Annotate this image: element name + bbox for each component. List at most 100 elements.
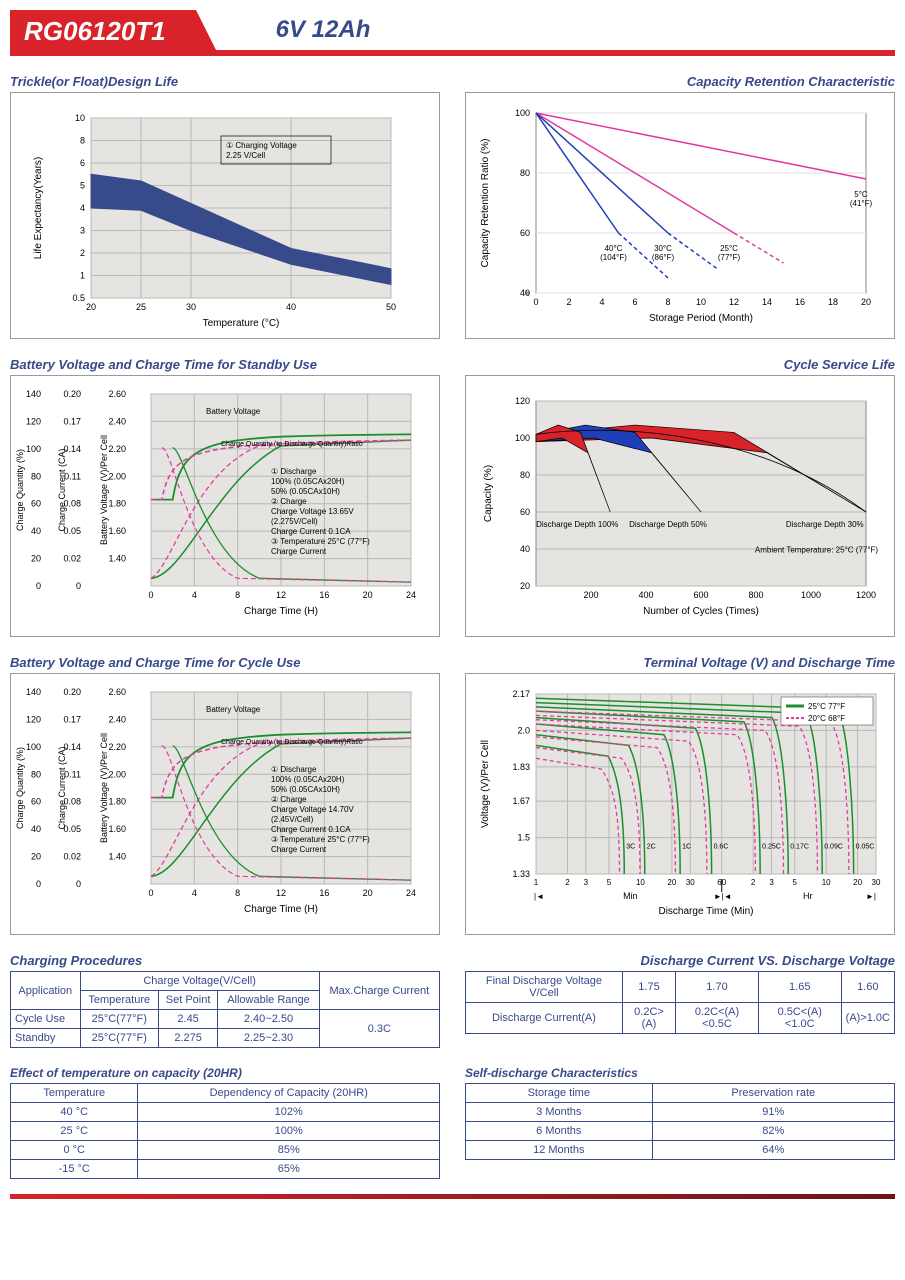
svg-text:Charge Current: Charge Current	[271, 845, 327, 854]
svg-text:② Charge: ② Charge	[271, 497, 307, 506]
chart2-title: Capacity Retention Characteristic	[687, 74, 895, 89]
svg-text:24: 24	[406, 888, 416, 898]
svg-text:3: 3	[584, 878, 589, 887]
svg-text:10: 10	[75, 113, 85, 123]
svg-text:100: 100	[26, 742, 41, 752]
svg-text:0.17: 0.17	[63, 416, 81, 426]
model-number: RG06120T1	[10, 10, 196, 50]
chart3-box: 0481216202402040608010012014000.020.050.…	[10, 375, 440, 637]
svg-text:30: 30	[686, 878, 695, 887]
svg-text:120: 120	[26, 714, 41, 724]
svg-text:2.20: 2.20	[108, 444, 126, 454]
svg-text:(2.45V/Cell): (2.45V/Cell)	[271, 815, 314, 824]
svg-text:2.17: 2.17	[512, 689, 530, 699]
svg-text:0.6C: 0.6C	[714, 843, 729, 850]
svg-text:Charge Current (CA): Charge Current (CA)	[57, 746, 67, 829]
svg-text:0: 0	[76, 581, 81, 591]
svg-text:0.17C: 0.17C	[790, 843, 809, 850]
svg-text:Battery Voltage (V)/Per Cell: Battery Voltage (V)/Per Cell	[99, 733, 109, 843]
svg-text:≈: ≈	[525, 288, 530, 298]
svg-text:Charge Time (H): Charge Time (H)	[244, 606, 318, 617]
svg-text:25°C 77°F: 25°C 77°F	[808, 702, 845, 711]
svg-text:4: 4	[80, 203, 85, 213]
svg-text:0.25C: 0.25C	[762, 843, 781, 850]
chart4-box: 2040608010012020040060080010001200Discha…	[465, 375, 895, 637]
svg-text:50% (0.05CAx10H): 50% (0.05CAx10H)	[271, 785, 340, 794]
svg-text:2.00: 2.00	[108, 471, 126, 481]
svg-text:0: 0	[148, 888, 153, 898]
model-subtitle: 6V 12Ah	[276, 16, 371, 50]
svg-text:Charge Time (H): Charge Time (H)	[244, 904, 318, 915]
svg-text:Discharge Depth 100%: Discharge Depth 100%	[536, 520, 618, 529]
svg-text:12: 12	[276, 590, 286, 600]
charging-table: Application Charge Voltage(V/Cell) Max.C…	[10, 971, 440, 1048]
svg-text:►|: ►|	[866, 892, 876, 901]
svg-text:100: 100	[26, 444, 41, 454]
svg-text:4: 4	[192, 888, 197, 898]
svg-text:100: 100	[515, 108, 530, 118]
svg-text:6: 6	[80, 158, 85, 168]
svg-text:8: 8	[235, 888, 240, 898]
svg-text:Charge Current: Charge Current	[271, 547, 327, 556]
svg-text:0.02: 0.02	[63, 554, 81, 564]
svg-text:20: 20	[31, 852, 41, 862]
svg-text:Ambient Temperature: 25°C (77°: Ambient Temperature: 25°C (77°F)	[755, 546, 879, 555]
svg-text:2: 2	[565, 878, 570, 887]
svg-text:Charge Current 0.1CA: Charge Current 0.1CA	[271, 527, 351, 536]
svg-text:0.20: 0.20	[63, 687, 81, 697]
svg-text:2.00: 2.00	[108, 769, 126, 779]
svg-text:2.60: 2.60	[108, 389, 126, 399]
svg-text:50: 50	[386, 302, 396, 312]
svg-text:Temperature (°C): Temperature (°C)	[203, 318, 280, 329]
svg-text:5: 5	[607, 878, 612, 887]
svg-text:5: 5	[80, 181, 85, 191]
svg-text:0.20: 0.20	[63, 389, 81, 399]
svg-text:1.33: 1.33	[512, 869, 530, 879]
svg-text:20: 20	[853, 878, 862, 887]
svg-text:0: 0	[76, 879, 81, 889]
svg-text:0: 0	[36, 879, 41, 889]
svg-text:12: 12	[729, 297, 739, 307]
svg-text:20: 20	[363, 888, 373, 898]
svg-text:Charge Quantity (%): Charge Quantity (%)	[15, 747, 25, 829]
svg-text:Discharge Depth 30%: Discharge Depth 30%	[786, 520, 864, 529]
discharge-table: Final Discharge Voltage V/Cell 1.75 1.70…	[465, 971, 895, 1034]
svg-text:200: 200	[583, 590, 598, 600]
svg-text:Charge Voltage 14.70V: Charge Voltage 14.70V	[271, 805, 354, 814]
svg-text:1200: 1200	[856, 590, 876, 600]
svg-text:① Discharge: ① Discharge	[271, 765, 317, 774]
svg-text:20: 20	[861, 297, 871, 307]
svg-text:400: 400	[638, 590, 653, 600]
svg-text:14: 14	[762, 297, 772, 307]
svg-text:80: 80	[31, 471, 41, 481]
svg-text:8: 8	[235, 590, 240, 600]
svg-text:3C: 3C	[626, 843, 635, 850]
svg-text:Battery Voltage (V)/Per Cell: Battery Voltage (V)/Per Cell	[99, 435, 109, 545]
svg-text:1.40: 1.40	[108, 852, 126, 862]
svg-text:80: 80	[520, 168, 530, 178]
svg-text:6: 6	[632, 297, 637, 307]
svg-text:2.20: 2.20	[108, 742, 126, 752]
svg-text:10: 10	[822, 878, 831, 887]
table-self-title: Self-discharge Characteristics	[465, 1066, 895, 1080]
chart5-box: 0481216202402040608010012014000.020.050.…	[10, 673, 440, 935]
svg-text:1.83: 1.83	[512, 762, 530, 772]
svg-text:Charge Quantity (to-Discharge: Charge Quantity (to-Discharge Quantity)R…	[221, 739, 363, 746]
svg-text:40°C: 40°C	[605, 244, 623, 253]
svg-text:0: 0	[533, 297, 538, 307]
svg-text:(41°F): (41°F)	[850, 199, 873, 208]
svg-text:0.05C: 0.05C	[856, 843, 875, 850]
svg-text:1.40: 1.40	[108, 554, 126, 564]
svg-text:Life Expectancy(Years): Life Expectancy(Years)	[33, 157, 44, 259]
svg-text:16: 16	[319, 888, 329, 898]
svg-text:0.5: 0.5	[72, 293, 85, 303]
svg-text:2.25 V/Cell: 2.25 V/Cell	[226, 151, 265, 160]
self-discharge-table: Storage timePreservation rate 3 Months91…	[465, 1083, 895, 1160]
chart5-title: Battery Voltage and Charge Time for Cycl…	[10, 655, 440, 670]
svg-text:2.40: 2.40	[108, 714, 126, 724]
svg-text:140: 140	[26, 389, 41, 399]
chart2-box: 406080100≈024681012141618205°C(41°F)25°C…	[465, 92, 895, 339]
chart1-title: Trickle(or Float)Design Life	[10, 74, 440, 89]
svg-text:80: 80	[31, 769, 41, 779]
svg-text:40: 40	[31, 824, 41, 834]
